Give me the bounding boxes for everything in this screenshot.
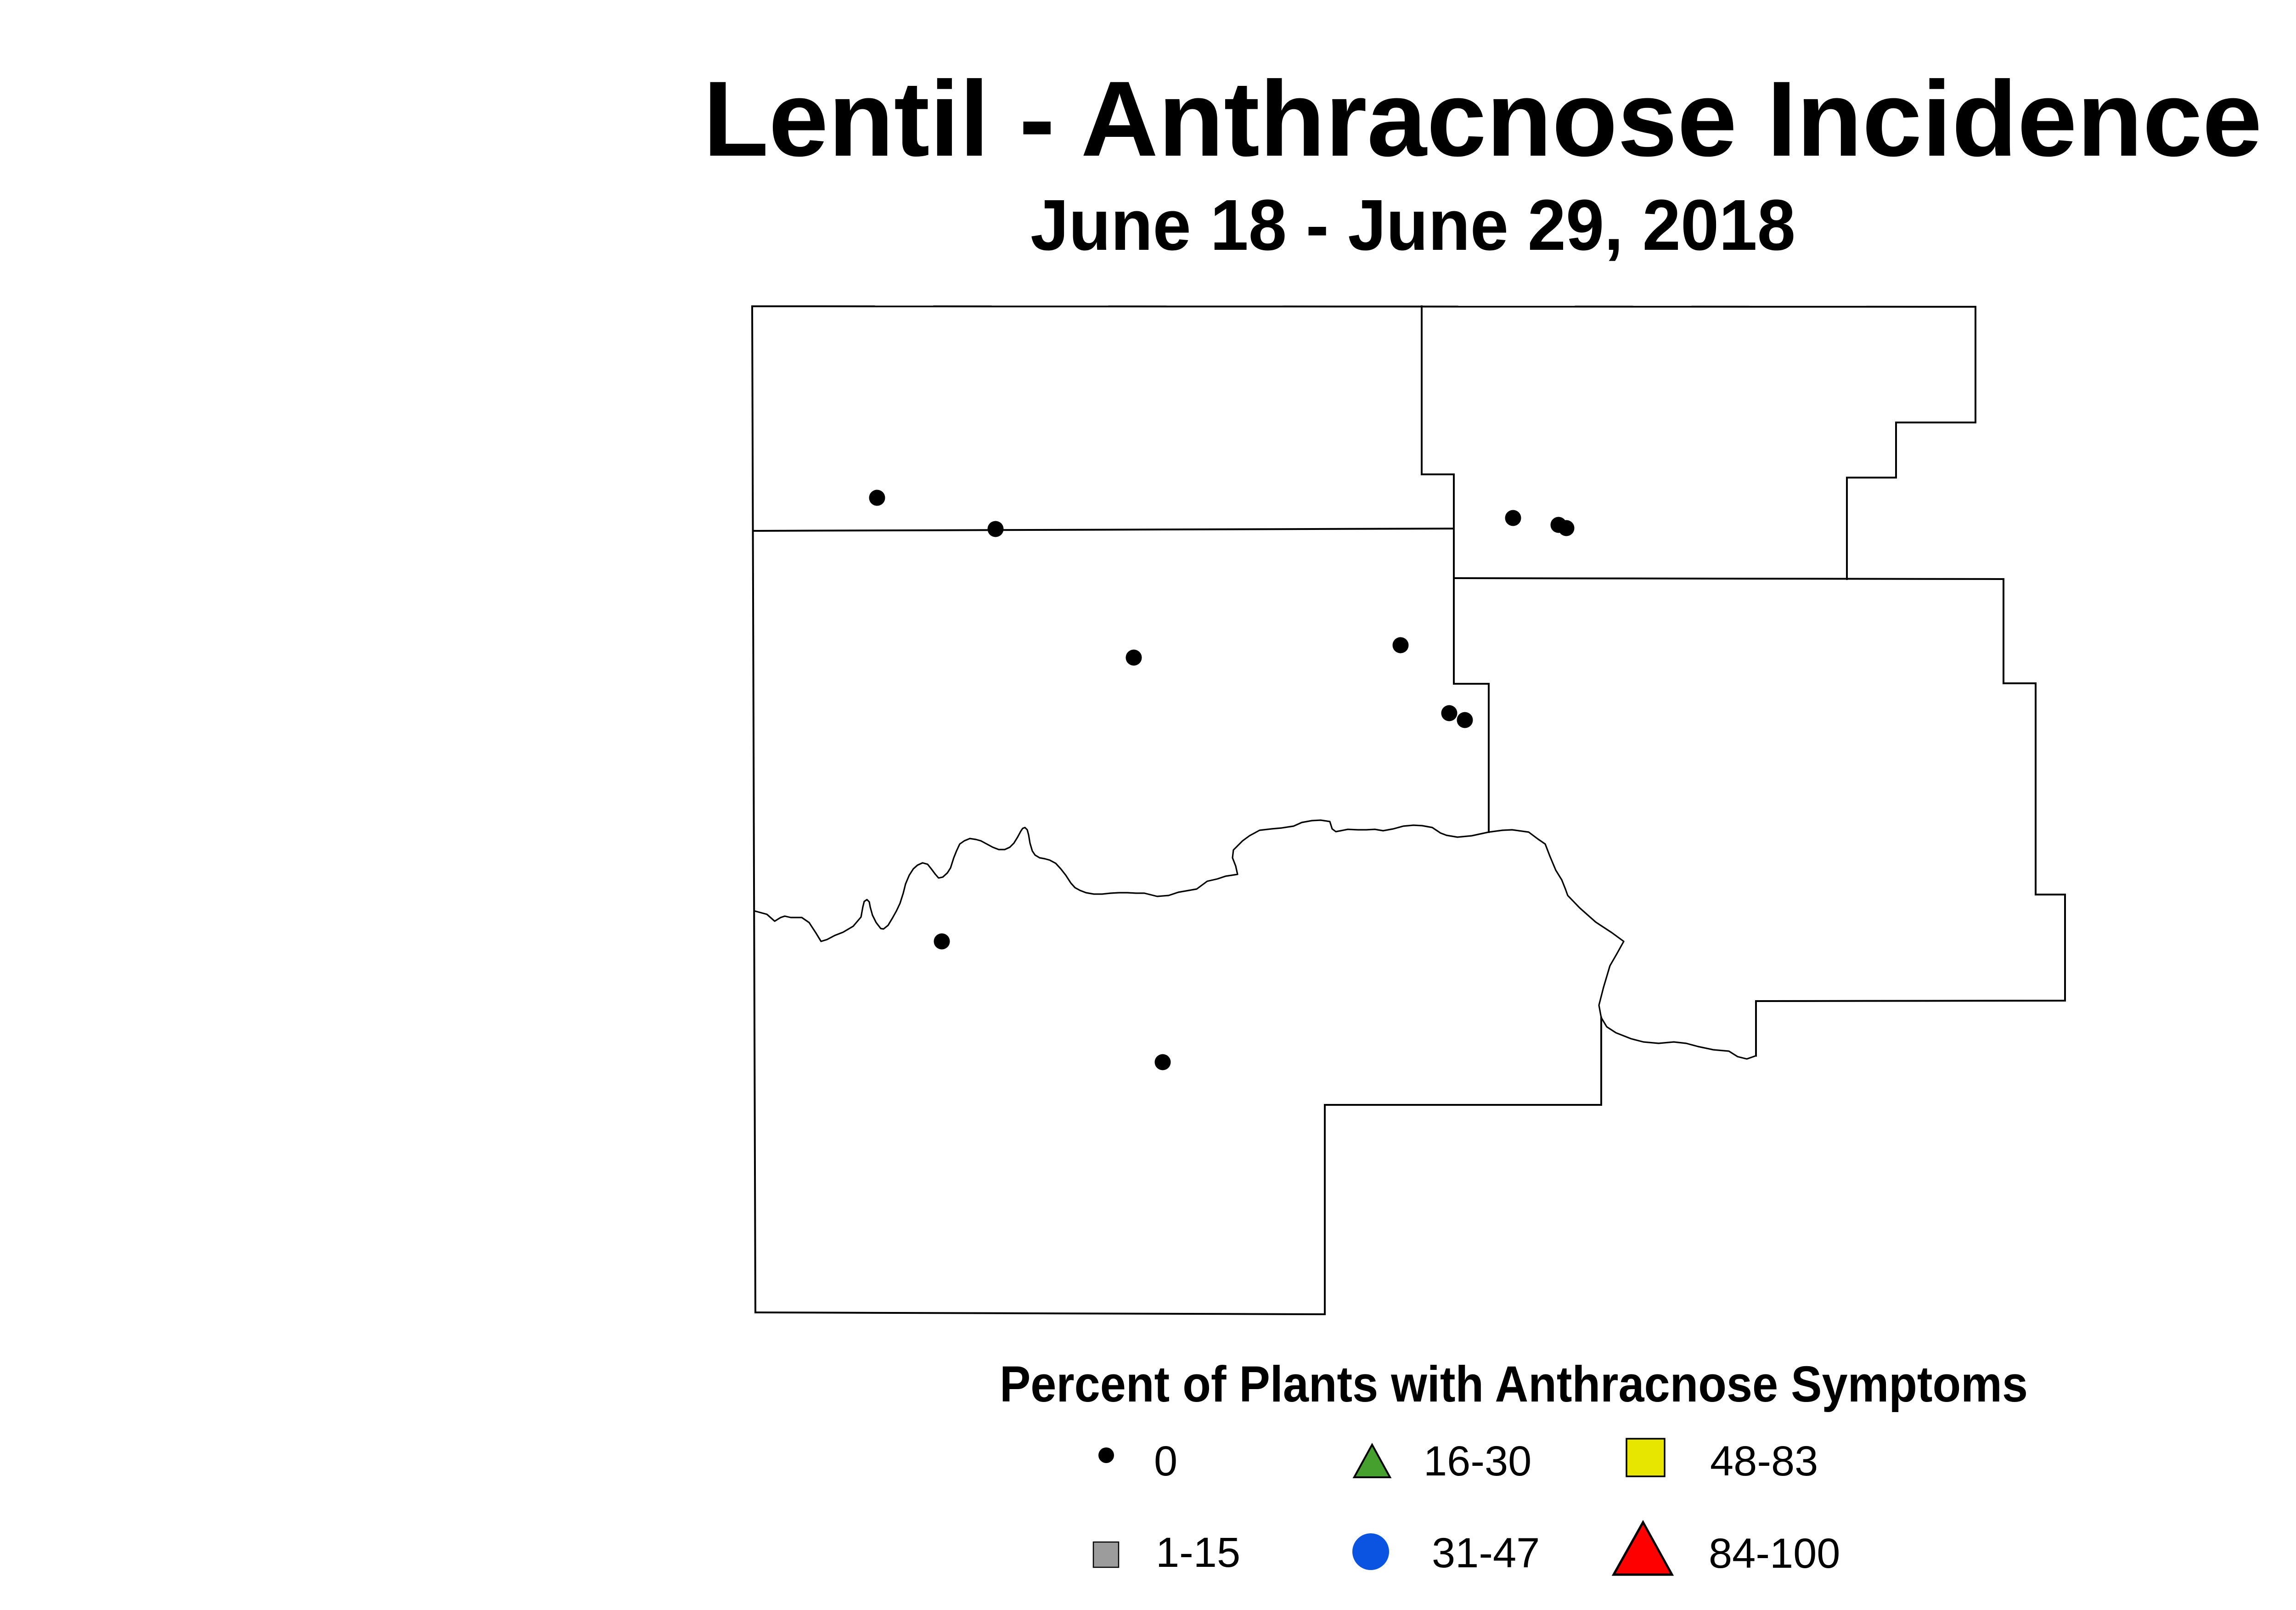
svg-text:16-30: 16-30: [1424, 1438, 1531, 1485]
svg-text:31-47: 31-47: [1432, 1530, 1540, 1576]
svg-text:Percent of Plants with Anthrac: Percent of Plants with Anthracnose Sympt…: [1000, 1356, 2028, 1413]
svg-text:Lentil - Anthracnose Incidence: Lentil - Anthracnose Incidence: [703, 59, 2262, 179]
svg-text:1-15: 1-15: [1156, 1529, 1240, 1576]
svg-text:0: 0: [1154, 1438, 1177, 1485]
svg-text:June 18 - June 29, 2018: June 18 - June 29, 2018: [1030, 185, 1795, 265]
svg-text:84-100: 84-100: [1709, 1530, 1840, 1577]
svg-text:48-83: 48-83: [1710, 1438, 1818, 1485]
